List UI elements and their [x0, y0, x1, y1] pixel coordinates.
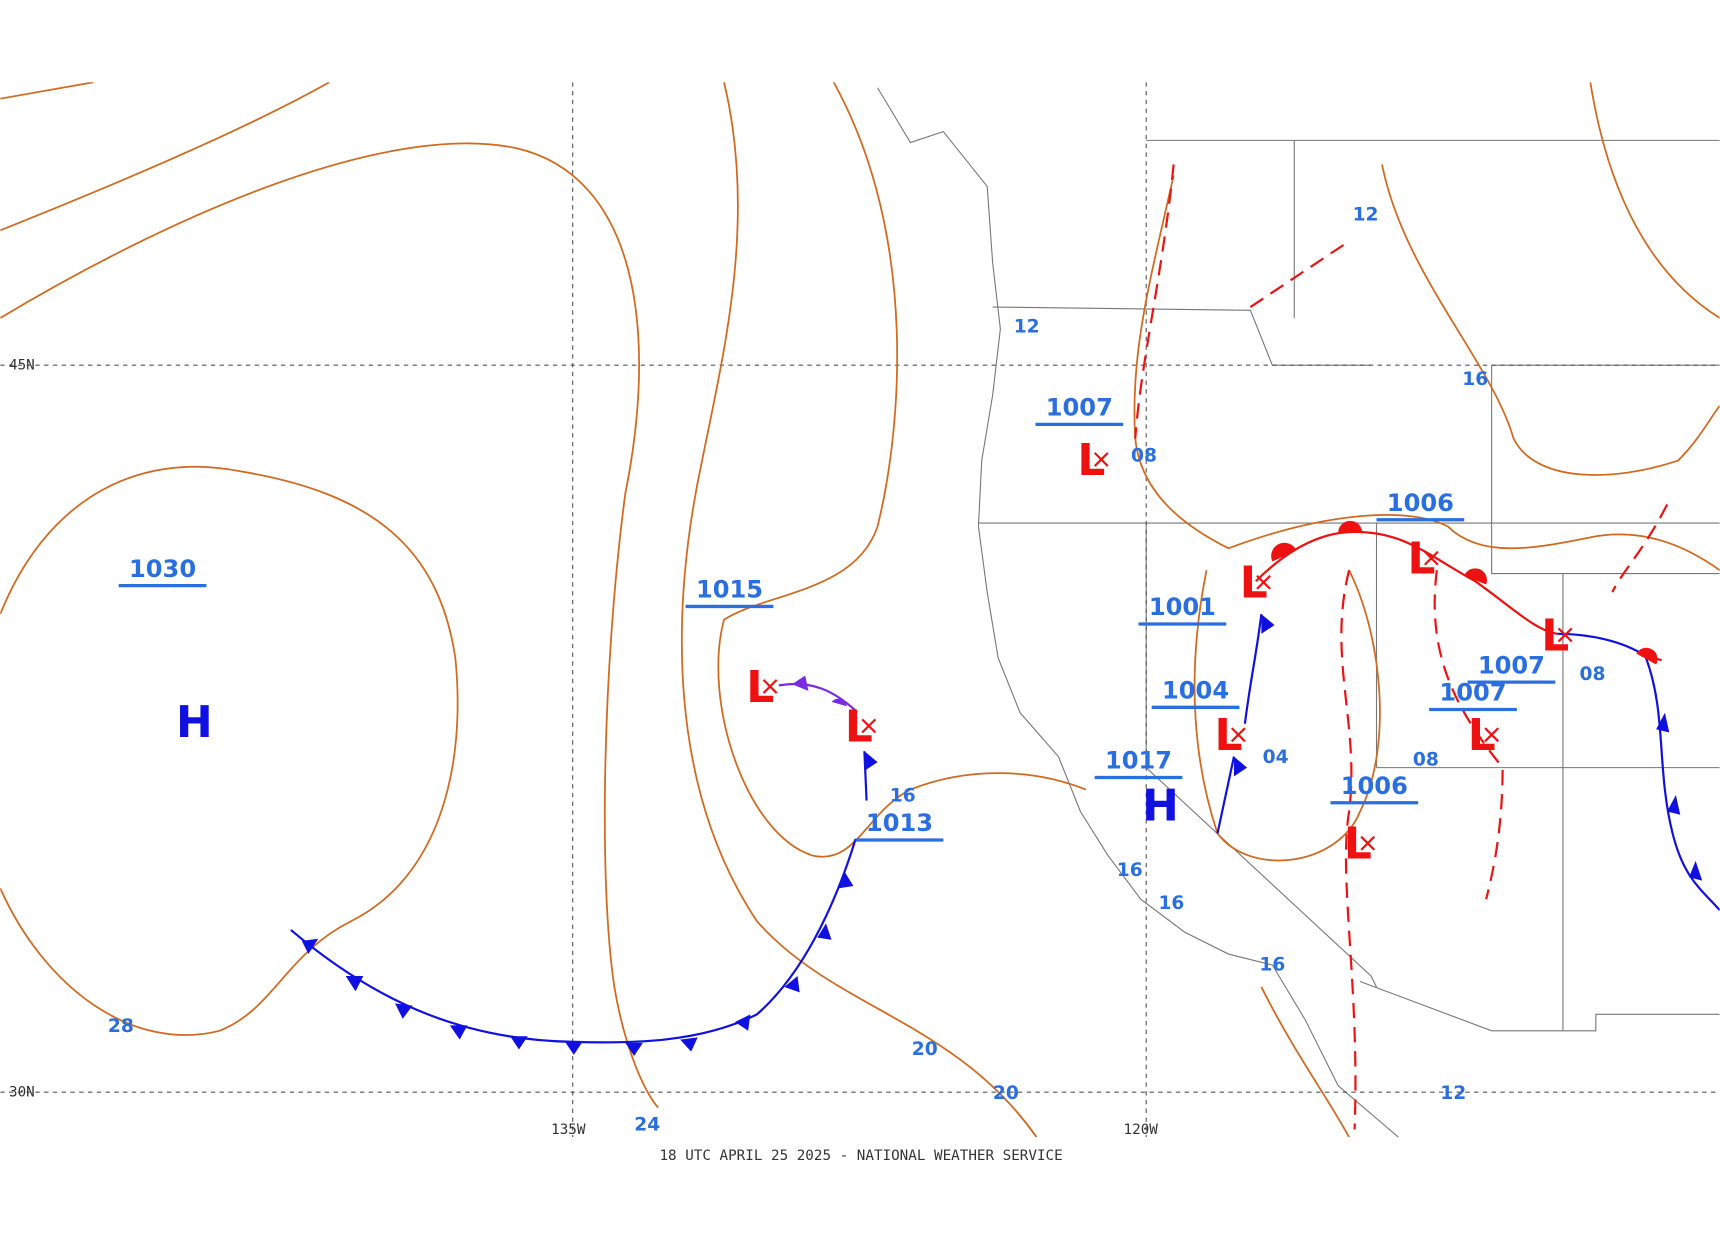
isobar-label: 20: [912, 1039, 938, 1060]
isobar-label: 16: [1158, 893, 1184, 914]
grid-label: 135W: [551, 1122, 586, 1138]
low-mark: [1230, 727, 1246, 743]
isobar-label: 20: [993, 1083, 1019, 1104]
isobar: [1260, 986, 1350, 1138]
occluded-barbs: [792, 675, 847, 707]
cold-front: [290, 838, 857, 1044]
isobar-label: 08: [1131, 446, 1157, 467]
pressure-label: 1013: [866, 809, 933, 837]
labels: 1030 1015 1013 1007 1001 1004 1017 1006 1006 1007…: [108, 204, 1606, 1135]
map-area: 1030 1015 1013 1007 1001 1004 1017 1006 1006 1007…: [0, 82, 1720, 1138]
front-bumps: [1271, 520, 1658, 665]
isobar: [680, 82, 1038, 1138]
pressure-label: 1006: [1341, 772, 1408, 800]
isobars: [0, 82, 1720, 1138]
isobar-label: 12: [1014, 316, 1040, 337]
high-center: H: [176, 697, 213, 748]
isobar: [0, 142, 659, 1109]
coastline: [877, 87, 1399, 1138]
trough: [1134, 164, 1669, 1130]
isobar: [1133, 175, 1720, 571]
occluded-front: [778, 682, 857, 712]
low-mark: [1557, 627, 1573, 643]
isobar: [717, 82, 1087, 858]
isobar: [1193, 569, 1381, 862]
isobar-label: 12: [1353, 204, 1379, 225]
isobar: [0, 465, 459, 1036]
isobar: [1589, 82, 1720, 319]
isobar: [0, 82, 94, 100]
warm-front: [1255, 530, 1662, 662]
low-mark: [1360, 835, 1376, 851]
pressure-label: 1001: [1149, 593, 1216, 621]
grid-label: 120W: [1124, 1122, 1159, 1138]
pressure-label: 1030: [129, 555, 196, 583]
high-center: H: [1142, 780, 1179, 831]
isobar-label: 28: [108, 1016, 134, 1037]
isobar-label: 16: [1117, 860, 1143, 881]
isobar-label: 08: [1413, 749, 1439, 770]
pressure-label: 1007: [1478, 651, 1545, 679]
fronts: [290, 164, 1720, 1130]
isobar-label: 16: [1462, 369, 1488, 390]
isobar-label: 16: [890, 786, 916, 807]
pressure-label: 1004: [1162, 677, 1229, 705]
pressure-label: 1015: [696, 576, 763, 604]
isobar-label: 16: [1259, 954, 1285, 975]
isobar-label: 24: [634, 1115, 660, 1136]
isobar-label: 04: [1263, 747, 1289, 768]
pressure-label: 1007: [1439, 679, 1506, 707]
state-lines: [978, 139, 1720, 1032]
low-mark: [1423, 550, 1439, 566]
isobar: [0, 82, 330, 232]
pressure-label: 1007: [1046, 394, 1113, 422]
footer: 18 UTC APRIL 25 2025 - NATIONAL WEATHER …: [659, 1148, 1062, 1164]
low-mark: [1093, 452, 1109, 467]
grid-label: 30N: [9, 1085, 35, 1101]
low-mark: [1484, 727, 1499, 743]
isobar-label: 12: [1440, 1083, 1466, 1104]
isobar: [1381, 164, 1720, 476]
low-mark: [1256, 574, 1271, 590]
grid-label: 45N: [9, 358, 35, 374]
low-mark: [762, 679, 778, 694]
isobar-label: 08: [1580, 664, 1606, 685]
pressure-label: 1006: [1387, 489, 1454, 517]
low-mark: [861, 718, 877, 734]
pressure-label: 1017: [1105, 747, 1172, 775]
cold-front: [863, 613, 1720, 911]
